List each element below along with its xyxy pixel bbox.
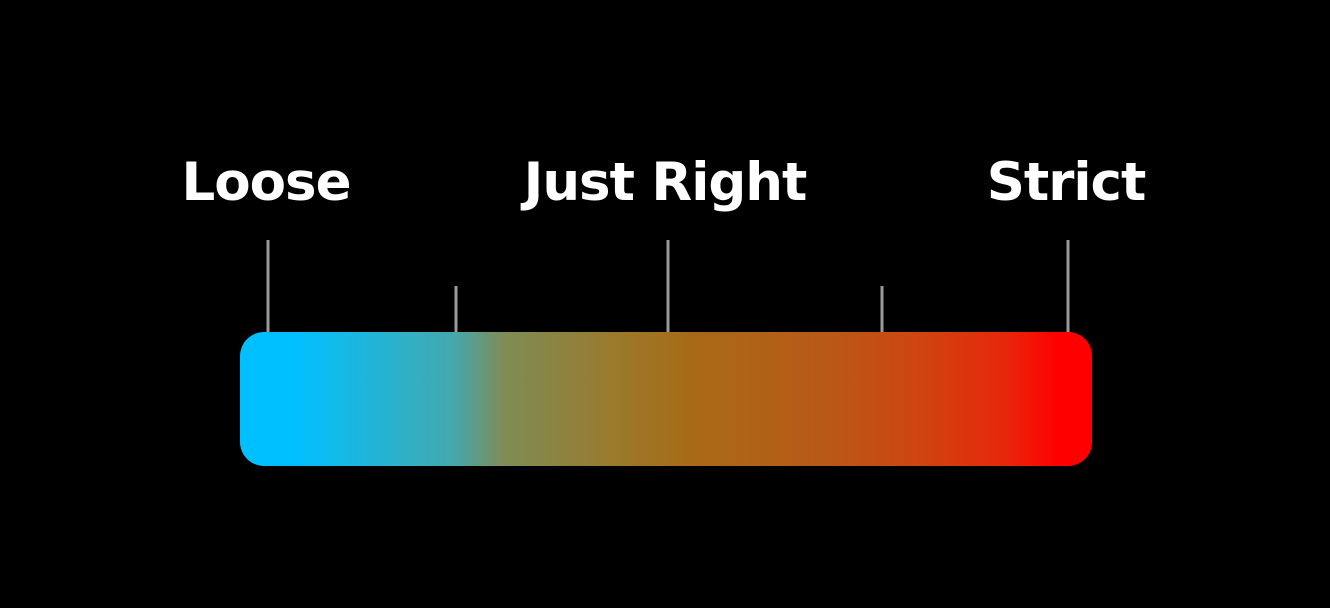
tick-strict — [1066, 240, 1070, 333]
label-just-right: Just Right — [523, 152, 808, 213]
tick-minor-right — [880, 286, 884, 335]
gradient-scale-bar — [240, 332, 1092, 466]
label-loose: Loose — [181, 152, 351, 213]
label-strict: Strict — [986, 152, 1147, 213]
tick-minor-left — [454, 286, 458, 335]
tick-loose — [266, 240, 270, 333]
tick-just-right — [666, 240, 670, 333]
